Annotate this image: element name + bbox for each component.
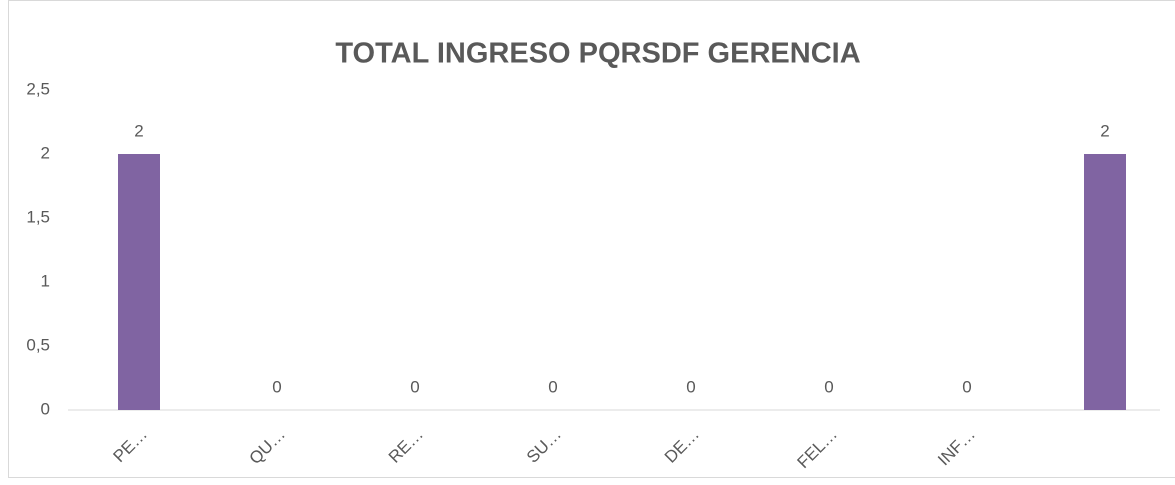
x-tick-label: FEL…: [793, 425, 841, 473]
chart-border: [8, 0, 1175, 478]
x-tick-label: PE…: [110, 425, 151, 466]
x-tick-label: DE…: [661, 425, 703, 467]
data-label: 0: [824, 377, 833, 396]
y-tick-label: 1: [41, 271, 50, 290]
y-tick-label: 0: [41, 399, 50, 418]
x-tick-label: QU…: [246, 425, 289, 468]
data-label: 0: [686, 377, 695, 396]
y-tick-label: 0,5: [26, 335, 50, 354]
data-label: 2: [134, 121, 143, 140]
data-label: 2: [1100, 121, 1109, 140]
chart-title: TOTAL INGRESO PQRSDF GERENCIA: [335, 38, 860, 70]
x-tick-label: INF…: [934, 425, 979, 470]
data-label: 0: [272, 377, 281, 396]
x-tick-label: RE…: [385, 425, 427, 467]
data-label: 0: [962, 377, 971, 396]
y-tick-label: 1,5: [26, 207, 50, 226]
bar: [118, 154, 160, 410]
y-tick-label: 2,5: [26, 79, 50, 98]
x-tick-label: SU…: [523, 425, 565, 467]
y-tick-label: 2: [41, 143, 50, 162]
bar: [1084, 154, 1126, 410]
data-label: 0: [410, 377, 419, 396]
data-label: 0: [548, 377, 557, 396]
